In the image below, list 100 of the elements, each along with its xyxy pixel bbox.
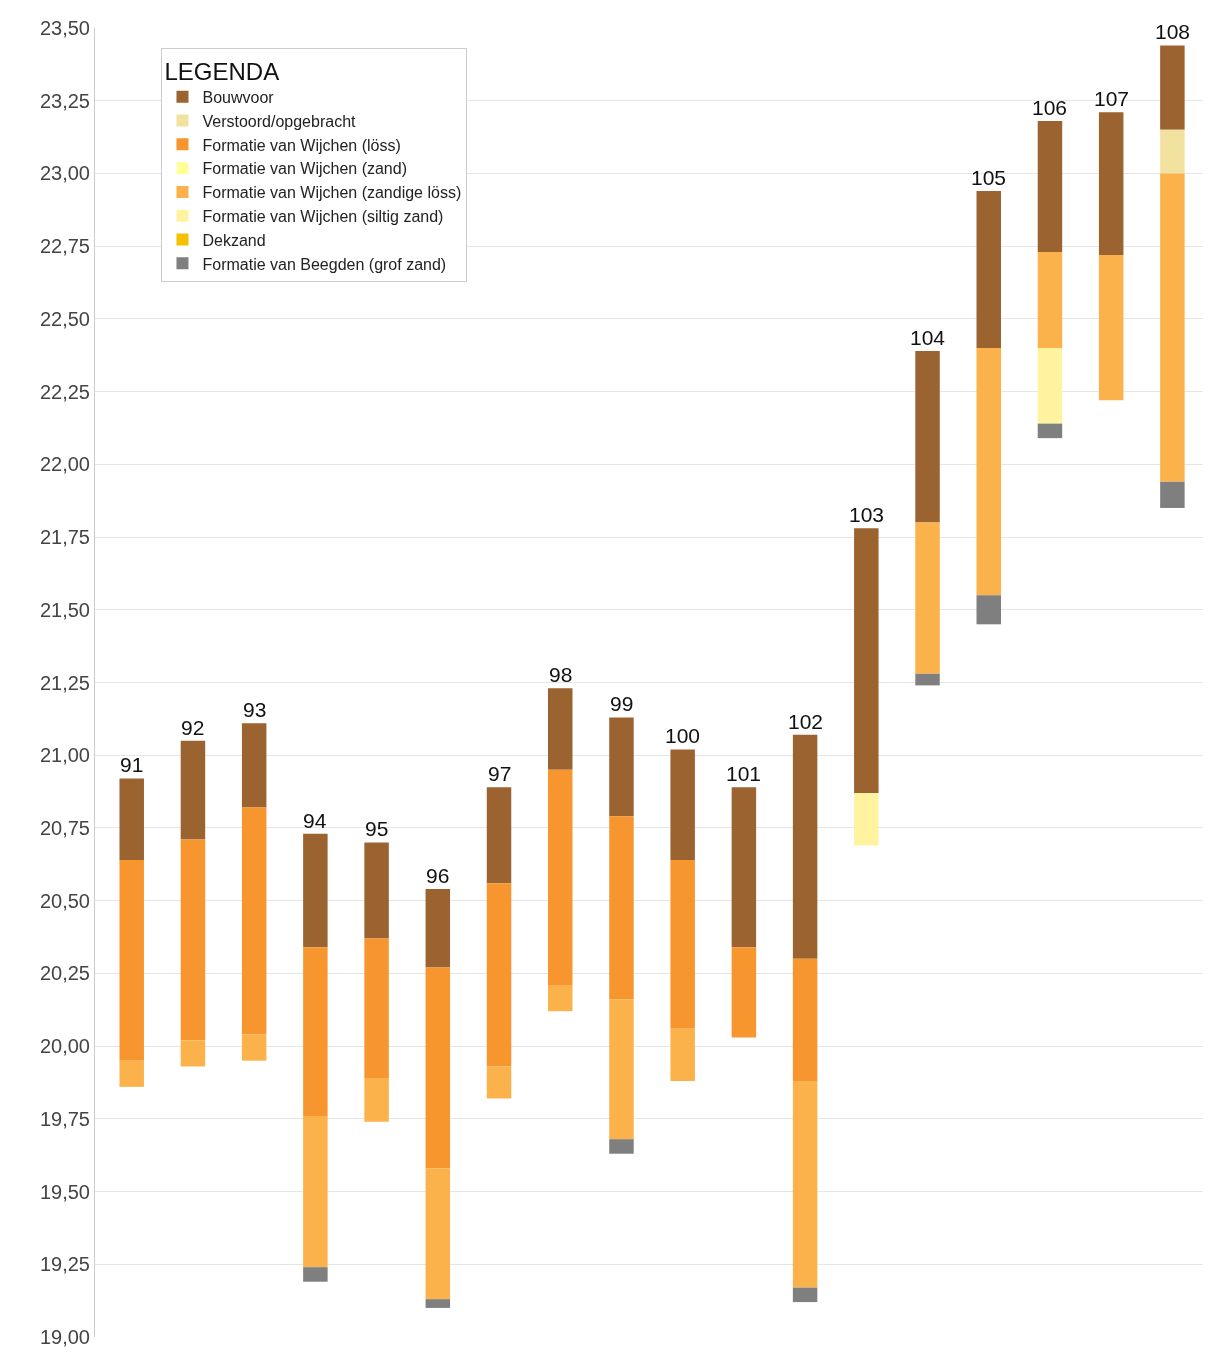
y-tick-label: 21,75 — [39, 526, 90, 549]
bar — [547, 985, 573, 1012]
bar — [1160, 129, 1185, 174]
bar — [547, 769, 573, 986]
legend-label: Formatie van Wijchen (siltig zand) — [202, 207, 444, 225]
bar — [241, 807, 267, 1035]
bar — [1037, 423, 1063, 439]
bar — [854, 528, 879, 794]
bar — [119, 859, 144, 1061]
y-tick-label: 22,50 — [39, 307, 90, 330]
bar — [1098, 254, 1124, 401]
x-tick-label: 99 — [610, 692, 634, 715]
x-tick-label: 101 — [726, 762, 762, 785]
x-tick-label: 102 — [788, 710, 824, 733]
bar — [609, 999, 634, 1140]
bar — [792, 1081, 818, 1288]
y-tick-label: 23,50 — [39, 17, 90, 39]
y-tick-label: 19,75 — [39, 1107, 90, 1130]
legend-label: Formatie van Wijchen (löss) — [202, 136, 401, 154]
legend-label: Formatie van Beegden (grof zand) — [202, 255, 447, 273]
bar — [241, 1034, 267, 1061]
x-tick-label: 91 — [120, 753, 144, 776]
y-tick-label: 23,00 — [39, 162, 90, 185]
bar — [119, 1060, 144, 1087]
y-tick-label: 19,50 — [39, 1180, 90, 1203]
y-tick-label: 21,00 — [39, 744, 90, 767]
x-tick-label: 103 — [849, 503, 885, 526]
bar — [670, 1028, 695, 1082]
bar — [364, 1078, 389, 1122]
y-tick-label: 22,25 — [39, 380, 90, 403]
bar — [364, 938, 389, 1079]
legend-title: LEGENDA — [164, 57, 280, 85]
x-tick-label: 106 — [1032, 96, 1068, 119]
bar — [915, 350, 940, 523]
bar — [1037, 121, 1063, 252]
bar — [1037, 251, 1063, 348]
bar — [303, 1115, 328, 1268]
bar — [180, 740, 206, 840]
bar — [425, 1168, 451, 1300]
y-tick-label: 21,50 — [39, 598, 90, 621]
y-tick-label: 23,25 — [39, 89, 90, 112]
y-tick-label: 22,75 — [39, 235, 90, 258]
bar — [609, 816, 634, 1000]
bar — [976, 595, 1001, 625]
x-tick-label: 98 — [549, 663, 573, 686]
x-tick-label: 92 — [181, 716, 205, 739]
x-tick-label: 100 — [665, 724, 701, 747]
legend-label: Formatie van Wijchen (zand) — [202, 160, 407, 178]
bar — [731, 787, 757, 948]
bar — [792, 958, 818, 1082]
y-tick-label: 21,25 — [39, 671, 90, 694]
bar — [1160, 173, 1185, 482]
legend-label: Bouwvoor — [202, 88, 275, 106]
legend-label: Verstoord/opgebracht — [202, 112, 357, 130]
bar — [180, 1040, 206, 1067]
x-tick-label: 105 — [971, 166, 1007, 189]
bar — [425, 889, 451, 968]
bar — [303, 947, 328, 1116]
y-tick-label: 20,25 — [39, 962, 90, 985]
bar — [1160, 45, 1185, 130]
x-tick-label: 107 — [1094, 87, 1130, 110]
bar — [486, 787, 512, 884]
y-tick-label: 19,00 — [39, 1326, 90, 1348]
bar — [731, 947, 757, 1038]
x-tick-label: 93 — [243, 698, 267, 721]
bar — [854, 793, 879, 846]
y-tick-label: 19,25 — [39, 1253, 90, 1276]
x-tick-label: 95 — [365, 817, 389, 840]
bar — [241, 723, 267, 808]
bar — [1160, 481, 1185, 508]
bar — [915, 522, 940, 674]
y-tick-label: 20,00 — [39, 1035, 90, 1058]
bar — [1037, 347, 1063, 424]
bar — [670, 749, 695, 860]
legend-label: Formatie van Wijchen (zandige löss) — [202, 184, 462, 202]
bar — [486, 1066, 512, 1099]
y-tick-label: 20,50 — [39, 889, 90, 912]
bar — [976, 347, 1001, 596]
x-tick-label: 97 — [488, 762, 512, 785]
bar — [425, 967, 451, 1169]
bar — [303, 833, 328, 948]
x-tick-label: 96 — [426, 864, 450, 887]
bar — [486, 883, 512, 1067]
bar — [670, 859, 695, 1029]
bar — [976, 190, 1001, 348]
bar — [609, 717, 634, 817]
bar — [303, 1267, 328, 1282]
x-tick-label: 94 — [303, 809, 327, 832]
y-tick-label: 22,00 — [39, 453, 90, 476]
x-tick-label: 108 — [1155, 20, 1191, 43]
bar — [609, 1139, 634, 1154]
bar — [180, 839, 206, 1041]
bar — [119, 778, 144, 860]
y-tick-label: 20,75 — [39, 816, 90, 839]
bar — [915, 673, 940, 686]
legend-label: Dekzand — [202, 231, 266, 249]
bar — [792, 734, 818, 959]
bar — [425, 1299, 451, 1308]
bar — [547, 688, 573, 770]
bar — [364, 842, 389, 939]
